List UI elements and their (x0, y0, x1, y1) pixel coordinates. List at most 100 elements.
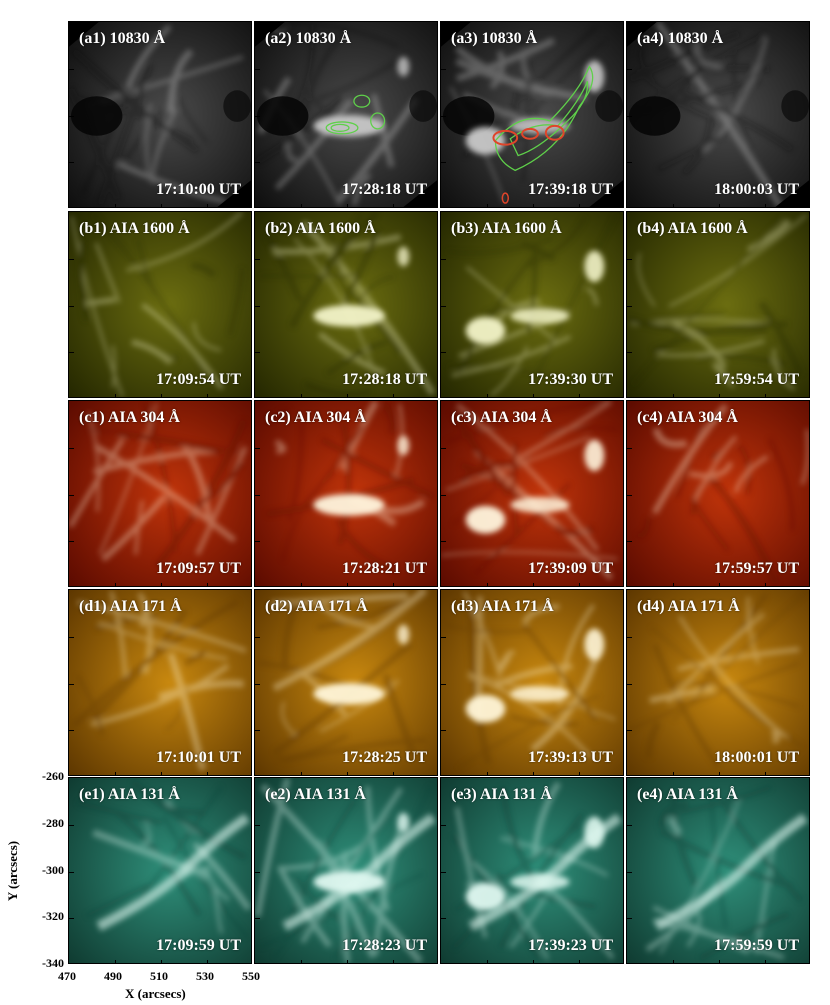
tick-mark (301, 204, 302, 207)
panel-title: (e3) AIA 131 Å (451, 786, 552, 803)
tick-mark (255, 258, 260, 260)
solar-image (441, 778, 623, 963)
panel-timestamp: 17:28:23 UT (342, 937, 427, 954)
tick-mark (161, 583, 162, 586)
tick-mark (627, 636, 632, 638)
tick-mark (627, 68, 632, 70)
tick-mark (69, 352, 74, 354)
panel-c4: (c4) AIA 304 Å 17:59:57 UT (626, 400, 810, 587)
solar-image (69, 401, 251, 586)
tick-mark (393, 583, 394, 586)
panel-b2: (b2) AIA 1600 Å 17:28:18 UT (254, 211, 438, 398)
panel-e4: (e4) AIA 131 Å 17:59:59 UT (626, 777, 810, 964)
y-axis-label: Y (arcsecs) (5, 840, 20, 901)
tick-mark (393, 960, 394, 963)
tick-mark (533, 394, 534, 397)
tick-mark (627, 447, 632, 449)
tick-mark (255, 918, 260, 920)
tick-mark (441, 730, 446, 732)
tick-mark (115, 772, 116, 775)
tick-mark (255, 305, 260, 307)
panel-e3: (e3) AIA 131 Å 17:39:23 UT (440, 777, 624, 964)
tick-mark (255, 115, 260, 117)
tick-mark (161, 960, 162, 963)
tick-mark (627, 683, 632, 685)
tick-mark (673, 583, 674, 586)
solar-image (627, 401, 809, 586)
tick-mark (765, 394, 766, 397)
tick-mark (627, 162, 632, 164)
tick-mark (69, 730, 74, 732)
tick-mark (255, 541, 260, 543)
tick-mark (255, 162, 260, 164)
tick-mark (487, 394, 488, 397)
panel-timestamp: 17:39:09 UT (528, 560, 613, 577)
tick-mark (627, 352, 632, 354)
tick-mark (719, 204, 720, 207)
tick-mark (69, 541, 74, 543)
tick-mark (719, 394, 720, 397)
tick-mark (393, 772, 394, 775)
panel-timestamp: 18:00:01 UT (714, 749, 799, 766)
panel-timestamp: 17:59:59 UT (714, 937, 799, 954)
panel-timestamp: 17:28:18 UT (342, 371, 427, 388)
tick-mark (69, 636, 74, 638)
tick-mark (207, 204, 208, 207)
tick-mark (441, 824, 446, 826)
tick-mark (441, 871, 446, 873)
panel-title: (b1) AIA 1600 Å (79, 220, 190, 237)
tick-mark (627, 824, 632, 826)
panel-timestamp: 17:39:18 UT (528, 181, 613, 198)
solar-image (255, 401, 437, 586)
tick-mark (161, 772, 162, 775)
panel-timestamp: 17:59:57 UT (714, 560, 799, 577)
panel-b1: (b1) AIA 1600 Å 17:09:54 UT (68, 211, 252, 398)
panel-timestamp: 18:00:03 UT (714, 181, 799, 198)
panel-d1: (d1) AIA 171 Å 17:10:01 UT (68, 589, 252, 776)
solar-image (627, 778, 809, 963)
tick-mark (673, 394, 674, 397)
panel-title: (e2) AIA 131 Å (265, 786, 366, 803)
tick-mark (441, 447, 446, 449)
tick-mark (719, 772, 720, 775)
panel-timestamp: 17:39:23 UT (528, 937, 613, 954)
solar-image (627, 22, 809, 207)
solar-image (627, 590, 809, 775)
tick-mark (673, 960, 674, 963)
tick-mark (255, 824, 260, 826)
tick-mark (627, 494, 632, 496)
panel-c3: (c3) AIA 304 Å 17:39:09 UT (440, 400, 624, 587)
tick-mark (765, 960, 766, 963)
tick-mark (255, 494, 260, 496)
tick-mark (441, 68, 446, 70)
tick-mark (441, 494, 446, 496)
panel-title: (d4) AIA 171 Å (637, 598, 740, 615)
tick-mark (347, 960, 348, 963)
tick-mark (579, 204, 580, 207)
panel-timestamp: 17:10:01 UT (156, 749, 241, 766)
panel-title: (e4) AIA 131 Å (637, 786, 738, 803)
tick-mark (533, 772, 534, 775)
panel-title: (d1) AIA 171 Å (79, 598, 182, 615)
panel-d2: (d2) AIA 171 Å 17:28:25 UT (254, 589, 438, 776)
tick-mark (69, 918, 74, 920)
panel-a2: (a2) 10830 Å 17:28:18 UT (254, 21, 438, 208)
panel-timestamp: 17:09:59 UT (156, 937, 241, 954)
tick-mark (255, 447, 260, 449)
tick-mark (441, 162, 446, 164)
tick-mark (765, 204, 766, 207)
panel-title: (b4) AIA 1600 Å (637, 220, 748, 237)
panel-b3: (b3) AIA 1600 Å 17:39:30 UT (440, 211, 624, 398)
tick-mark (627, 115, 632, 117)
solar-image (69, 590, 251, 775)
panel-b4: (b4) AIA 1600 Å 17:59:54 UT (626, 211, 810, 398)
y-tick-label: -280 (42, 815, 64, 830)
panel-e2: (e2) AIA 131 Å 17:28:23 UT (254, 777, 438, 964)
tick-mark (69, 494, 74, 496)
tick-mark (347, 583, 348, 586)
tick-mark (579, 960, 580, 963)
solar-image (441, 22, 623, 207)
tick-mark (207, 583, 208, 586)
tick-mark (393, 394, 394, 397)
tick-mark (441, 305, 446, 307)
